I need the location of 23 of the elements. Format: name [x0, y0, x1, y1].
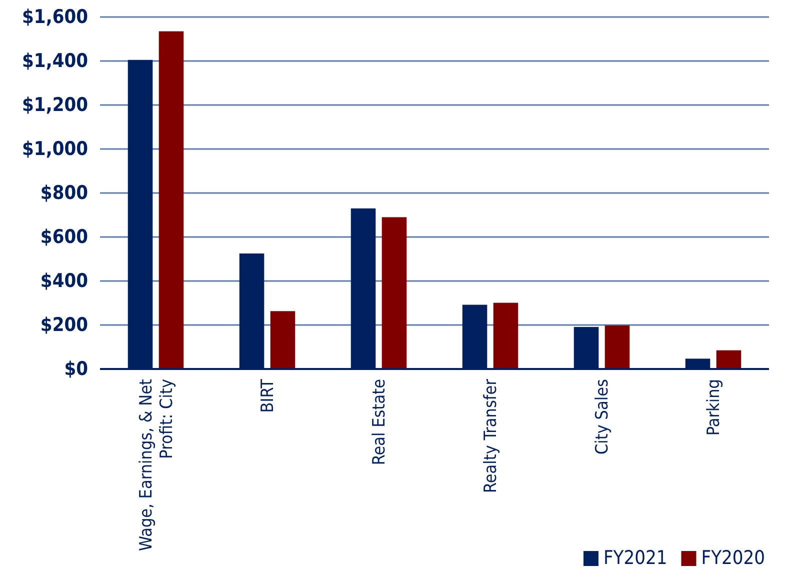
x-tick-label: City Sales [592, 378, 613, 455]
x-tick-label: Real Estate [370, 379, 390, 466]
y-tick-label: $800 [40, 182, 88, 204]
y-tick-label: $1,400 [22, 50, 88, 72]
x-tick-label: BIRT [258, 378, 278, 413]
x-tick-label: Realty Transfer [481, 378, 502, 494]
legend-label: FY2020 [701, 547, 765, 569]
y-tick-label: $600 [40, 226, 88, 248]
x-tick-label: Wage, Earnings, & Net Profit: City [136, 379, 177, 551]
y-tick-label: $0 [64, 358, 88, 380]
bar [716, 350, 742, 369]
bar [604, 325, 630, 369]
bar [493, 302, 518, 369]
legend-label: FY2021 [603, 547, 668, 569]
bar [382, 217, 407, 369]
y-tick-label: $1,600 [22, 6, 88, 28]
y-tick-label: $1,000 [22, 138, 88, 160]
y-tick-label: $400 [40, 270, 88, 292]
y-tick-label: $200 [40, 314, 88, 336]
bar [270, 311, 296, 369]
bar [158, 31, 184, 369]
x-tick-label: Parking [704, 379, 724, 436]
y-tick-label: $1,200 [22, 94, 88, 116]
